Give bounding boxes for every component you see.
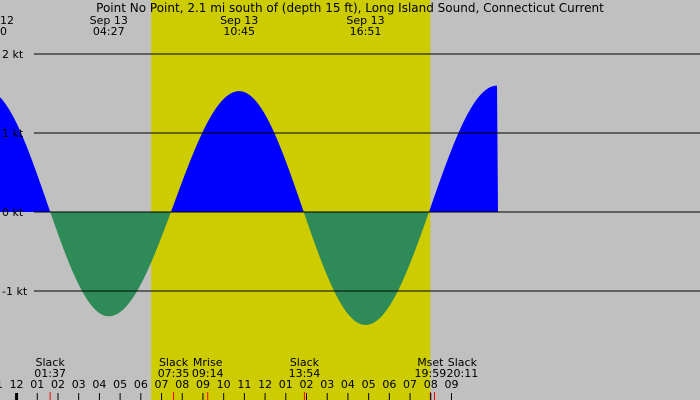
event-date: Sep 13 [220, 14, 258, 27]
gridlines [34, 53, 700, 292]
hour-tick-label: 06 [382, 378, 396, 391]
y-tick-label: -1 kt [2, 285, 28, 298]
event-label: Mset [417, 356, 444, 369]
event-label: Slack [290, 356, 320, 369]
hour-tick-label: 01 [279, 378, 293, 391]
event-time: 13:54 [289, 367, 321, 380]
event-time: 04:27 [93, 25, 125, 38]
hour-tick-label: 03 [320, 378, 334, 391]
event-time: 20:11 [447, 367, 479, 380]
hour-tick-label: 04 [92, 378, 106, 391]
y-tick-label: 0 kt [2, 206, 24, 219]
chart-title: Point No Point, 2.1 mi south of (depth 1… [96, 1, 604, 15]
hour-axis: 11 12 01 02 03 04 05 06 07 08 09 10 11 12 01 02 03 04 05 06… [0, 378, 458, 400]
event-time: 19:59 [415, 367, 447, 380]
hour-tick-label: 07 [155, 378, 169, 391]
hour-tick-label: 05 [362, 378, 376, 391]
hour-tick-label: 02 [300, 378, 314, 391]
hour-tick-label: 08 [424, 378, 438, 391]
hour-tick-label: 12 [10, 378, 24, 391]
event-label: Slack [36, 356, 66, 369]
hour-tick-label: 12 [258, 378, 272, 391]
hour-tick-label: 09 [196, 378, 210, 391]
event-label: Slack [159, 356, 189, 369]
hour-tick-label: 06 [134, 378, 148, 391]
hour-tick-label: 01 [30, 378, 44, 391]
event-time: 07:35 [158, 367, 190, 380]
event-time: 16:51 [350, 25, 382, 38]
y-tick-label: 1 kt [2, 127, 24, 140]
bottom-event-labels: Slack01:37Slack07:35Mrise09:14Slack13:54… [34, 356, 478, 400]
event-date: 12 [0, 14, 14, 27]
hour-tick-label: 03 [72, 378, 86, 391]
hour-tick-label: 05 [113, 378, 127, 391]
event-date: Sep 13 [346, 14, 384, 27]
hour-tick-label: 04 [341, 378, 355, 391]
event-time: 09:14 [192, 367, 224, 380]
hour-tick-label: 10 [217, 378, 231, 391]
event-label: Slack [448, 356, 478, 369]
ebb-current-area [0, 212, 700, 325]
hour-tick-label: 11 [0, 378, 3, 391]
hour-tick-label: 07 [403, 378, 417, 391]
y-tick-label: 2 kt [2, 48, 24, 61]
event-time: 01:37 [34, 367, 66, 380]
event-time: 0 [0, 25, 7, 38]
y-axis-labels: 2 kt 1 kt 0 kt -1 kt [2, 48, 28, 298]
hour-tick-label: 09 [444, 378, 458, 391]
event-date: Sep 13 [90, 14, 128, 27]
hour-tick-label: 02 [51, 378, 65, 391]
event-label: Mrise [193, 356, 223, 369]
hour-tick-label: 11 [237, 378, 251, 391]
event-time: 10:45 [223, 25, 255, 38]
hour-tick-label: 08 [175, 378, 189, 391]
